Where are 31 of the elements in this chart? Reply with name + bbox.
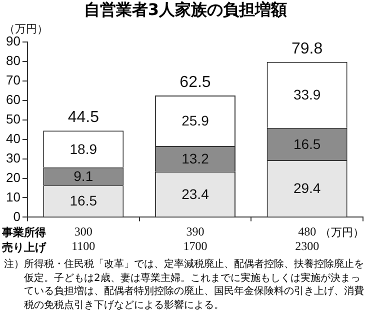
y-tick-label: 90	[6, 34, 20, 49]
data-label: 16.5	[70, 192, 98, 209]
text: （万円）	[320, 225, 364, 240]
y-tick-label: 50	[6, 111, 20, 126]
data-label: 25.9	[182, 112, 210, 129]
data-label: 16.5	[293, 136, 321, 152]
data-label: 9.1	[74, 168, 94, 184]
y-tick-label: 30	[6, 150, 20, 166]
data-label: 23.4	[182, 186, 210, 202]
y-tick-label: 20	[6, 170, 20, 185]
y-tick-label: 60	[6, 92, 20, 107]
text: 売り上げ	[2, 240, 46, 255]
x-tick-label: 480 2300	[295, 224, 320, 253]
data-label: 29.4	[293, 180, 321, 196]
x-tick-label: 300 1100	[72, 224, 96, 253]
data-label: 33.9	[293, 86, 321, 103]
y-tick-label: 80	[6, 53, 20, 68]
total-label: 79.8	[292, 40, 323, 58]
y-tick-label: 0	[13, 208, 20, 224]
total-label: 44.5	[68, 108, 100, 126]
text: 事業所得	[2, 225, 46, 240]
y-tick-label: 40	[6, 130, 20, 146]
y-tick-label: 70	[6, 72, 20, 88]
y-tick-label: 10	[6, 189, 20, 204]
text: 注）所得税・住民税「改革」では、定率減税廃止、配偶者控除、扶養控除廃止を仮定。子どもは2歳、妻は専業主婦。これまでに実施もしくは実施が決まっている負担増は、配偶者特別控除の廃止、国民年金保険料の引き上げ、消費税の免税点引き下げなどによる影響による。	[3, 258, 365, 312]
total-label: 62.5	[180, 74, 211, 91]
data-label: 18.9	[70, 140, 98, 157]
y-axis-title: （万円）	[4, 22, 48, 36]
x-tick-label: 390 1700	[183, 224, 208, 253]
data-label: 13.2	[182, 150, 210, 167]
chart-title: 自営業者3人家族の負担増額	[82, 0, 288, 20]
